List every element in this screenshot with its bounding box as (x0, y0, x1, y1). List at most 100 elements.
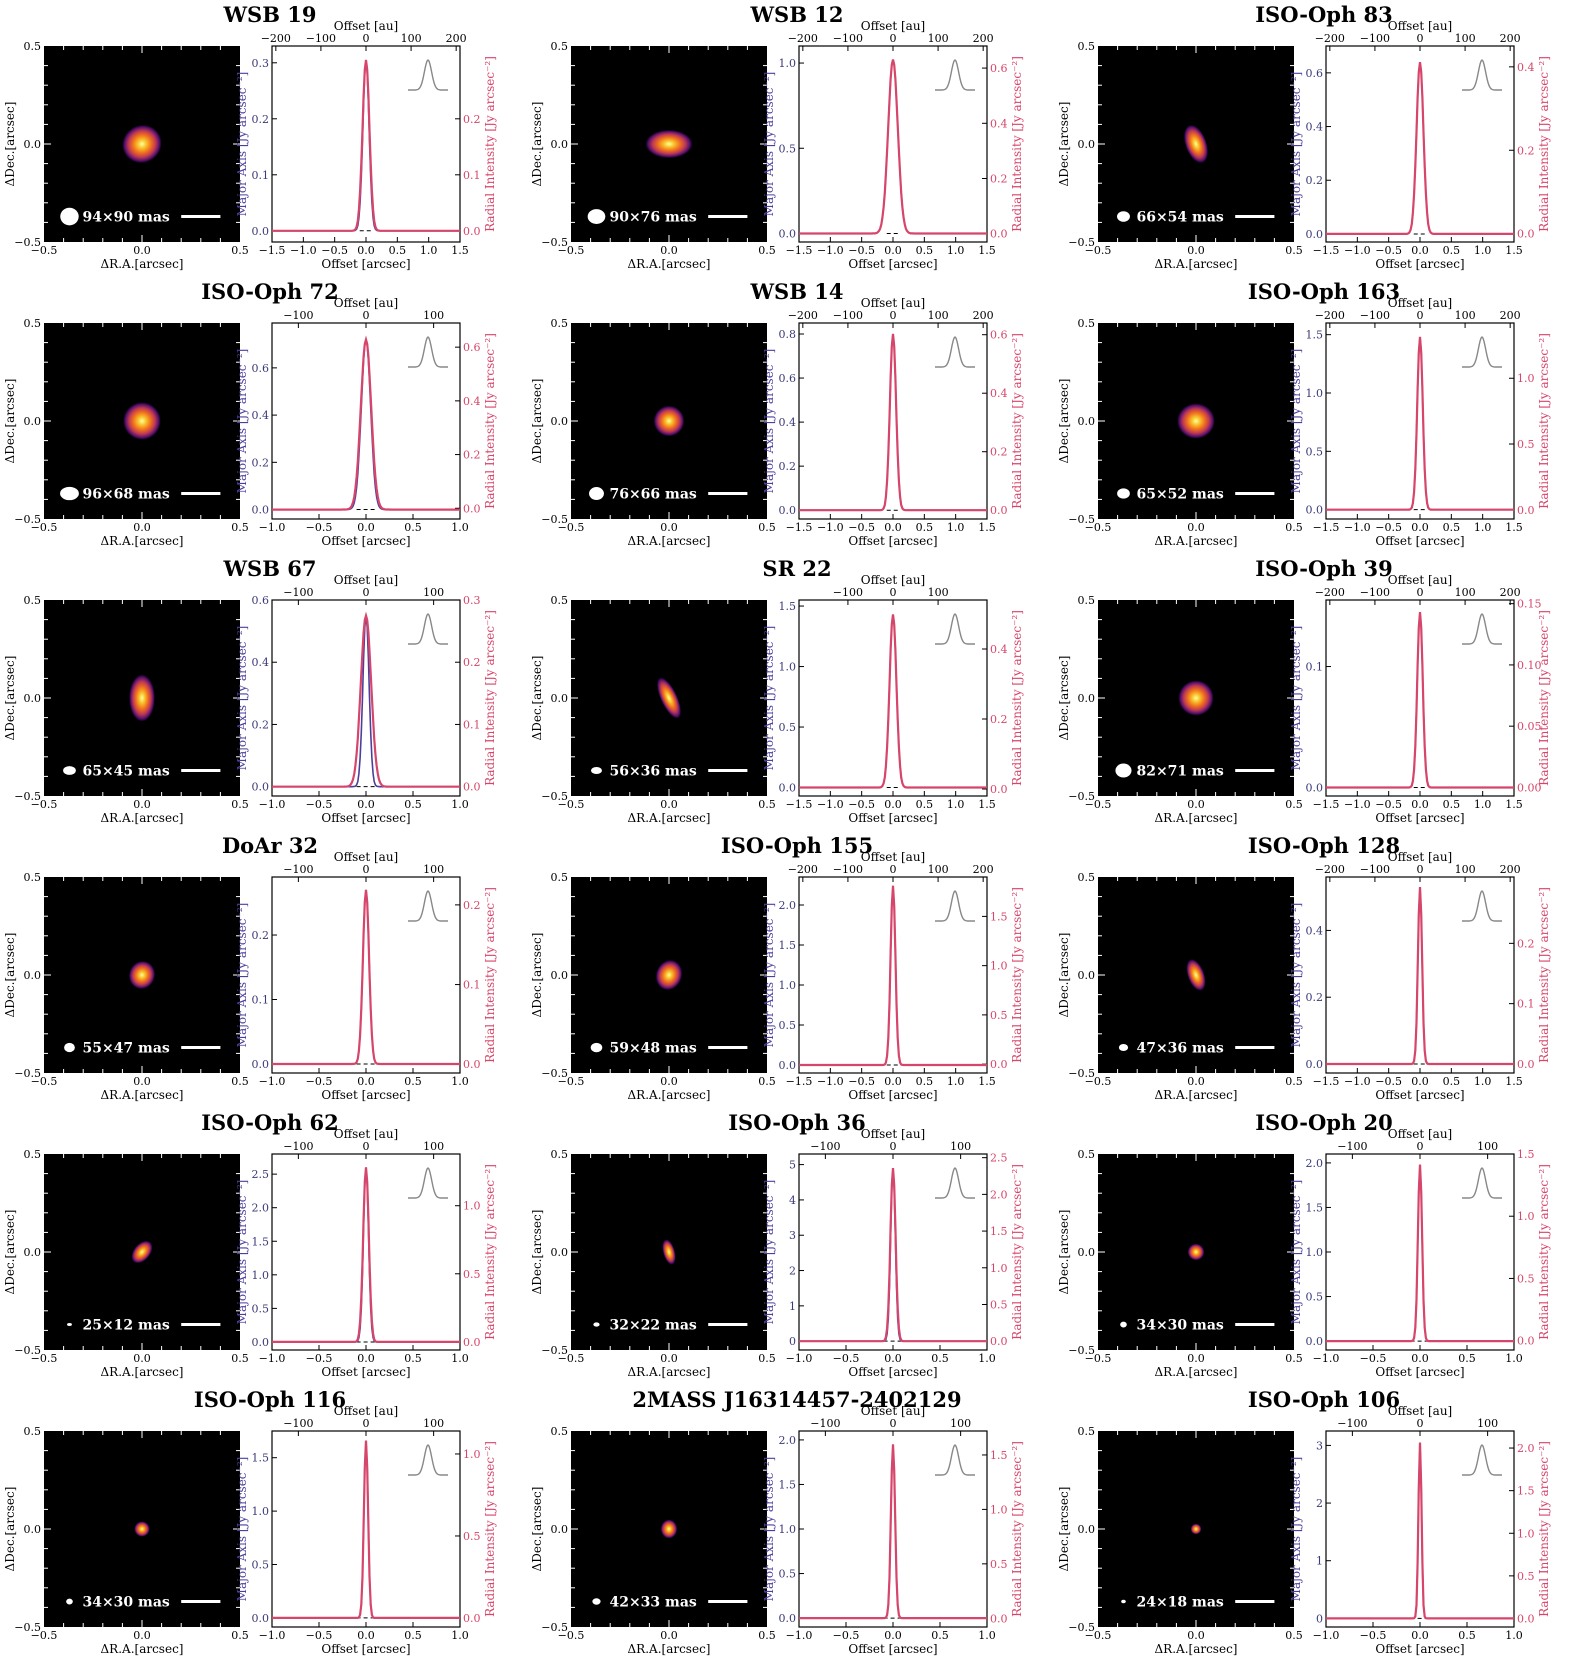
profile-ytick-label-left: 0.2 (779, 460, 797, 473)
image-xtick-label: 0.5 (231, 1075, 249, 1088)
profile-ytick-label-left: 0.0 (252, 1336, 270, 1349)
image-ytick-label: 0.5 (24, 40, 42, 53)
profile-ytick-label-left: 0.6 (1306, 67, 1324, 80)
image-ytick-label: 0.5 (1078, 871, 1096, 884)
chart-panel: ISO-Oph 72 96×68 mas −0.5 −0.5 0.0 0.0 0.5 0.5 Δ… (0, 277, 520, 553)
profile-au-tick-label: −200 (1315, 586, 1345, 599)
image-xtick-label: 0.0 (660, 1352, 678, 1365)
image-ytick-label: −0.5 (1068, 1067, 1095, 1080)
profile-xtick-label: 0.0 (357, 798, 375, 811)
profile-ytick-label-right: 2.5 (990, 1152, 1008, 1165)
image-xtick-label: 0.0 (660, 798, 678, 811)
image-xlabel: ΔR.A.[arcsec] (628, 1642, 711, 1656)
profile-xlabel: Offset [arcsec] (848, 534, 937, 548)
profile-xtick-label: −1.0 (1344, 244, 1371, 257)
profile-xtick-label: 1.0 (1474, 1075, 1492, 1088)
profile-xlabel: Offset [arcsec] (1375, 257, 1464, 271)
profile-ytick-label-left: 1.0 (779, 57, 797, 70)
profile-xlabel: Offset [arcsec] (321, 257, 410, 271)
profile-ytick-label-left: 0.5 (779, 142, 797, 155)
profile-xtick-label: 1.5 (978, 798, 996, 811)
profile-ylabel-left: Major Axis [Jy arcsec⁻²] (235, 903, 249, 1048)
image-xtick-label: 0.5 (1285, 1075, 1303, 1088)
profile-xtick-label: 0.0 (884, 1352, 902, 1365)
image-ytick-label: 0.0 (551, 692, 569, 705)
profile-xtick-label: −1.5 (1313, 1075, 1340, 1088)
beam-inset (408, 58, 448, 91)
image-ylabel: ΔDec.[arcsec] (1057, 656, 1071, 741)
beam-label: 76×66 mas (609, 487, 696, 503)
beam-inset (1462, 1166, 1502, 1199)
profile-ytick-label-right: 0.0 (463, 1058, 481, 1071)
chart-title: 2MASS J16314457-2402129 (632, 1387, 961, 1412)
profile-xtick-label: 1.0 (451, 1352, 469, 1365)
profile-ytick-label-right: 1.0 (463, 1448, 481, 1461)
image-ytick-label: 0.0 (24, 1523, 42, 1536)
profile-ylabel-right: Radial Intensity [Jy arcsec⁻²] (1010, 1164, 1024, 1340)
profile-top-xlabel: Offset [au] (1388, 573, 1453, 587)
profile-xtick-label: 1.0 (1474, 244, 1492, 257)
beam-inset (1462, 1443, 1502, 1476)
beam-inset (408, 1443, 448, 1476)
profile-ylabel-right: Radial Intensity [Jy arcsec⁻²] (483, 887, 497, 1063)
image-ytick-label: 0.5 (551, 1425, 569, 1438)
profile-xtick-label: 0.5 (404, 798, 422, 811)
radial-intensity-profile (799, 333, 987, 512)
beam-ellipse (587, 209, 606, 224)
chart-panel: WSB 67 65×45 mas −0.5 −0.5 0.0 0.0 0.5 0.5 ΔR.A.… (0, 554, 520, 830)
chart-panel: ISO-Oph 39 82×71 mas −0.5 −0.5 0.0 0.0 0.5 0.5 Δ… (1054, 554, 1574, 830)
image-ytick-label: 0.0 (551, 138, 569, 151)
image-xlabel: ΔR.A.[arcsec] (1155, 534, 1238, 548)
profile-ytick-label-left: 1.0 (779, 1523, 797, 1536)
image-ylabel: ΔDec.[arcsec] (530, 379, 544, 464)
profile-au-tick-label: 100 (1455, 586, 1476, 599)
profile-ylabel-right: Radial Intensity [Jy arcsec⁻²] (1537, 1164, 1551, 1340)
image-xtick-label: 0.0 (133, 244, 151, 257)
profile-xlabel: Offset [arcsec] (848, 1365, 937, 1379)
profile-au-tick-label: 100 (928, 309, 949, 322)
radial-intensity-profile (272, 889, 460, 1066)
profile-ytick-label-left: 0.4 (252, 656, 270, 669)
image-ytick-label: 0.0 (551, 415, 569, 428)
profile-xtick-label: −0.5 (306, 798, 333, 811)
emission-blob (645, 129, 693, 159)
major-axis-profile (799, 1444, 987, 1619)
chart-title: ISO-Oph 62 (201, 1110, 339, 1135)
major-axis-profile (1326, 612, 1514, 789)
profile-xtick-label: −1.5 (1313, 521, 1340, 534)
image-xlabel: ΔR.A.[arcsec] (628, 811, 711, 825)
profile-au-tick-label: 100 (423, 309, 444, 322)
radial-intensity-profile (272, 611, 460, 788)
image-xtick-label: 0.5 (758, 1629, 776, 1642)
profile-ytick-label-left: 5 (789, 1159, 796, 1172)
profile-ytick-label-left: 0.0 (1306, 1335, 1324, 1348)
profile-ytick-label-left: 2.0 (252, 1202, 270, 1215)
profile-ytick-label-right: 1.0 (990, 960, 1008, 973)
profile-ylabel-left: Major Axis [Jy arcsec⁻²] (235, 72, 249, 217)
profile-xtick-label: 1.5 (1505, 244, 1523, 257)
image-ytick-label: −0.5 (14, 790, 41, 803)
image-xtick-label: 0.0 (1187, 244, 1205, 257)
image-ytick-label: 0.5 (551, 40, 569, 53)
profile-ytick-label-left: 1.0 (1306, 1246, 1324, 1259)
profile-au-tick-label: 0 (890, 863, 897, 876)
profile-ytick-label-right: 0.0 (990, 504, 1008, 517)
beam-ellipse (1121, 1599, 1126, 1604)
image-ylabel: ΔDec.[arcsec] (3, 656, 17, 741)
profile-xtick-label: 0.0 (1411, 1352, 1429, 1365)
profile-xtick-label: 1.0 (978, 1629, 996, 1642)
profile-ytick-label-left: 0.4 (1306, 121, 1324, 134)
profile-xtick-label: −1.5 (786, 798, 813, 811)
profile-xtick-label: −0.5 (1360, 1629, 1387, 1642)
profile-au-tick-label: 0 (890, 1417, 897, 1430)
profile-xlabel: Offset [arcsec] (1375, 811, 1464, 825)
image-ytick-label: 0.0 (1078, 1523, 1096, 1536)
image-ylabel: ΔDec.[arcsec] (3, 933, 17, 1018)
profile-xtick-label: −1.0 (1344, 521, 1371, 534)
image-ytick-label: −0.5 (1068, 513, 1095, 526)
beam-label: 96×68 mas (82, 487, 169, 503)
beam-ellipse (593, 1322, 600, 1327)
image-xlabel: ΔR.A.[arcsec] (628, 1088, 711, 1102)
